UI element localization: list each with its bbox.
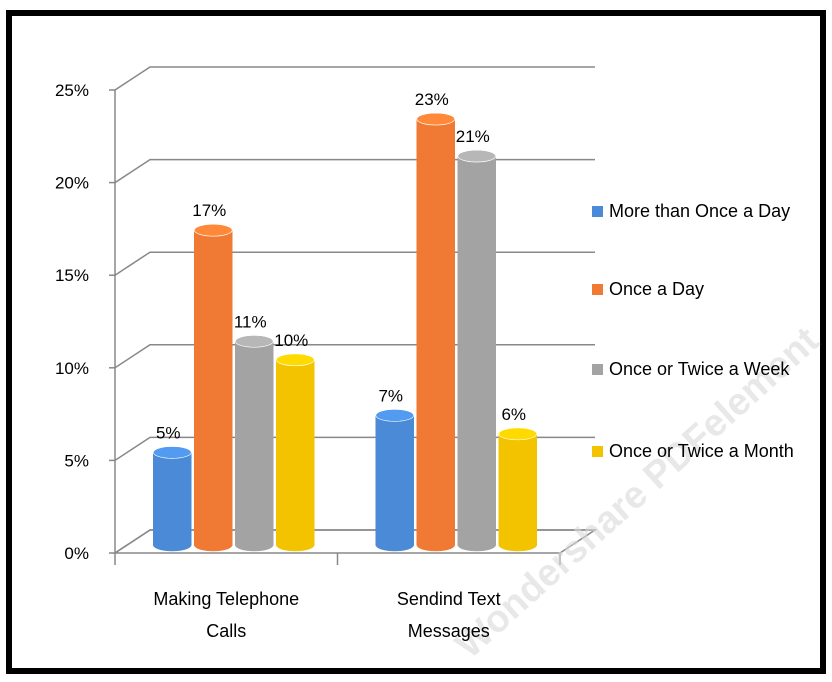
value-label: 10% xyxy=(274,331,308,350)
bar-top xyxy=(275,353,315,367)
legend-label: Once or Twice a Week xyxy=(609,359,790,379)
legend-swatch xyxy=(592,364,603,375)
bar xyxy=(375,415,414,552)
value-label: 23% xyxy=(415,90,449,109)
value-label: 6% xyxy=(501,405,526,424)
bar xyxy=(194,229,233,552)
bar-top xyxy=(152,446,192,459)
bar xyxy=(276,359,315,552)
bar xyxy=(416,118,455,552)
legend-label: Once or Twice a Month xyxy=(609,441,794,461)
bar-top xyxy=(234,334,274,348)
chart-frame xyxy=(6,10,826,674)
legend-swatch xyxy=(592,284,603,295)
legend-label: Once a Day xyxy=(609,279,705,299)
bar-top xyxy=(457,149,497,163)
legend-swatch xyxy=(592,446,603,457)
legend-label: More than Once a Day xyxy=(609,201,791,221)
y-tick-label: 0% xyxy=(64,544,89,563)
value-label: 5% xyxy=(156,423,181,442)
grid-line xyxy=(114,158,595,184)
legend-swatch xyxy=(592,206,603,217)
x-tick-label: Making Telephone Calls xyxy=(153,589,300,641)
y-tick-label: 10% xyxy=(55,359,89,378)
value-label: 11% xyxy=(234,312,267,331)
y-tick-label: 15% xyxy=(55,266,89,285)
grid-line xyxy=(114,251,595,276)
value-label: 7% xyxy=(378,386,403,405)
bar xyxy=(235,341,274,552)
bar xyxy=(498,433,537,552)
y-tick-label: 5% xyxy=(64,451,89,470)
bar-top xyxy=(498,427,538,441)
grid-line xyxy=(114,344,595,369)
x-tick-label: Sendind Text Messages xyxy=(396,589,501,641)
bar-top xyxy=(193,223,233,237)
value-label: 17% xyxy=(192,201,226,220)
bar-top xyxy=(375,409,415,422)
y-tick-label: 25% xyxy=(55,81,89,100)
value-label: 21% xyxy=(456,127,490,146)
y-tick-label: 20% xyxy=(55,174,89,193)
grid-line xyxy=(114,66,595,91)
bar xyxy=(457,155,496,552)
bar-top xyxy=(416,112,456,126)
bar xyxy=(153,452,192,552)
